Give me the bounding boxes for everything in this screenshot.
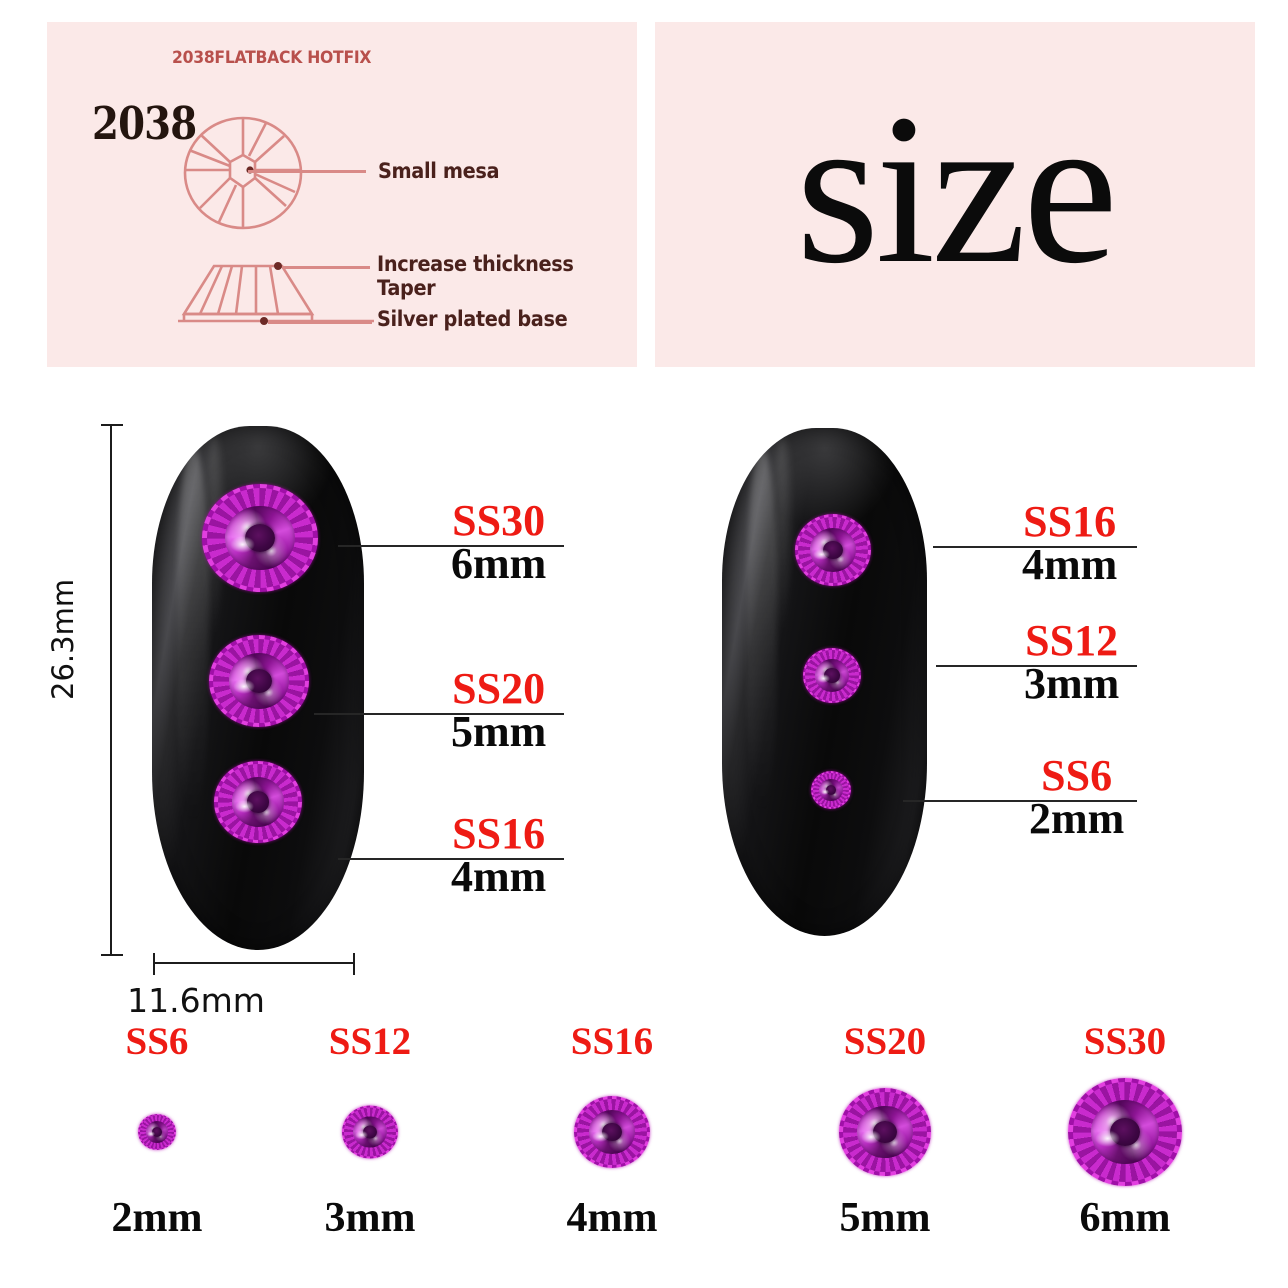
gem-preview-wrap bbox=[1020, 1073, 1230, 1191]
size-heading: size bbox=[795, 69, 1118, 308]
leader-line-ss16-right bbox=[933, 546, 1137, 548]
size-code: SS30 bbox=[1083, 1020, 1167, 1063]
dimension-line-height bbox=[101, 424, 123, 956]
gem-ss6 bbox=[138, 1114, 176, 1150]
gem-preview-wrap bbox=[780, 1073, 990, 1191]
gem-ss16 bbox=[214, 761, 302, 843]
rhinestone-top-view-diagram bbox=[183, 116, 303, 230]
dimension-line-width bbox=[153, 953, 355, 975]
size-item-ss6: SS6 2mm bbox=[52, 1022, 262, 1239]
leader-line-ss20 bbox=[314, 713, 564, 715]
size-mm: 3mm bbox=[324, 1195, 416, 1241]
size-code: SS20 bbox=[452, 664, 546, 713]
size-code: SS16 bbox=[570, 1020, 654, 1063]
flatback-title: 2038FLATBACK HOTFIX bbox=[172, 48, 372, 68]
gem-ss20 bbox=[839, 1088, 931, 1176]
size-code: SS16 bbox=[1023, 497, 1117, 546]
size-card-ss12: SS12 3mm bbox=[1024, 616, 1120, 709]
size-mm: 2mm bbox=[1029, 794, 1125, 844]
size-mm: 5mm bbox=[839, 1195, 931, 1241]
label-taper: Taper bbox=[377, 276, 436, 300]
size-item-ss30: SS30 6mm bbox=[1020, 1022, 1230, 1239]
gem-ss16 bbox=[574, 1096, 650, 1168]
size-mm: 6mm bbox=[1079, 1195, 1171, 1241]
dimension-label-height: 26.3mm bbox=[46, 578, 80, 700]
leader-line-ss30 bbox=[338, 545, 564, 547]
size-card-ss20: SS20 5mm bbox=[451, 664, 547, 757]
leader-line-small-mesa bbox=[248, 170, 366, 173]
gem-ss16 bbox=[795, 514, 871, 586]
gem-ss12 bbox=[342, 1105, 398, 1159]
product-info-panel bbox=[47, 22, 637, 367]
size-mm: 4mm bbox=[1022, 540, 1118, 590]
gem-ss20 bbox=[209, 635, 309, 727]
size-card-ss30: SS30 6mm bbox=[451, 496, 547, 589]
size-card-ss16-right: SS16 4mm bbox=[1022, 497, 1118, 590]
size-item-ss16: SS16 4mm bbox=[507, 1022, 717, 1239]
leader-line-ss16-left bbox=[338, 858, 564, 860]
model-number: 2038 bbox=[92, 97, 197, 150]
gem-ss30 bbox=[202, 484, 318, 592]
gem-preview-wrap bbox=[507, 1073, 717, 1191]
size-mm: 6mm bbox=[451, 539, 547, 589]
dimension-label-width: 11.6mm bbox=[127, 981, 265, 1020]
size-card-ss16-left: SS16 4mm bbox=[451, 809, 547, 902]
size-heading-panel bbox=[655, 22, 1255, 367]
callout-dot-base bbox=[260, 317, 268, 325]
gem-ss30 bbox=[1068, 1078, 1182, 1186]
size-comparison-row: SS6 2mm SS12 3mm SS16 bbox=[0, 1022, 1288, 1288]
gem-ss6 bbox=[811, 771, 851, 809]
size-mm: 3mm bbox=[1024, 659, 1120, 709]
gem-preview-wrap bbox=[52, 1073, 262, 1191]
leader-line-increase-thickness bbox=[282, 266, 370, 269]
size-item-ss12: SS12 3mm bbox=[265, 1022, 475, 1239]
size-code: SS6 bbox=[125, 1020, 189, 1063]
leader-line-ss6 bbox=[903, 800, 1137, 802]
gem-ss12 bbox=[803, 648, 861, 703]
label-increase-thickness: Increase thickness bbox=[377, 252, 574, 276]
size-card-ss6: SS6 2mm bbox=[1029, 751, 1125, 844]
size-item-ss20: SS20 5mm bbox=[780, 1022, 990, 1239]
size-code: SS12 bbox=[1025, 616, 1119, 665]
nail-swatch-left bbox=[152, 426, 364, 950]
size-code: SS12 bbox=[328, 1020, 412, 1063]
size-code: SS16 bbox=[452, 809, 546, 858]
leader-line-ss12 bbox=[936, 665, 1137, 667]
callout-dot-thickness bbox=[274, 262, 282, 270]
label-silver-plated-base: Silver plated base bbox=[377, 307, 568, 331]
gem-preview-wrap bbox=[265, 1073, 475, 1191]
size-mm: 2mm bbox=[111, 1195, 203, 1241]
size-mm: 4mm bbox=[566, 1195, 658, 1241]
size-mm: 4mm bbox=[451, 852, 547, 902]
size-mm: 5mm bbox=[451, 707, 547, 757]
label-small-mesa: Small mesa bbox=[378, 159, 500, 183]
nail-swatch-right bbox=[722, 428, 927, 936]
size-code: SS6 bbox=[1041, 751, 1113, 800]
size-code: SS20 bbox=[843, 1020, 927, 1063]
leader-line-silver-base bbox=[268, 321, 372, 324]
size-code: SS30 bbox=[452, 496, 546, 545]
